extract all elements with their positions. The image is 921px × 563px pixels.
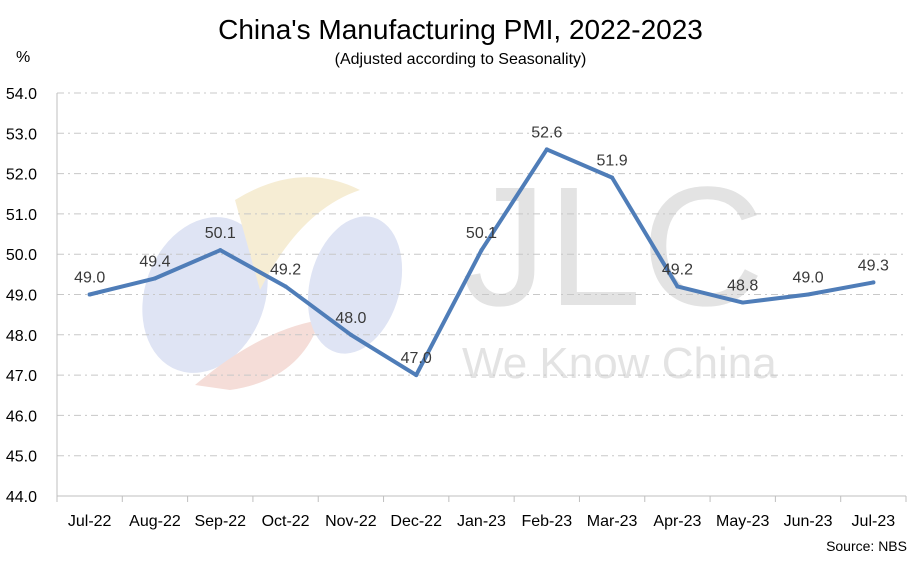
y-tick-label: 49.0 (6, 288, 37, 305)
x-tick-label: Jul-23 (852, 513, 896, 530)
x-tick-label: Nov-22 (325, 513, 377, 530)
y-tick-label: 52.0 (6, 167, 37, 184)
y-tick-label: 45.0 (6, 449, 37, 466)
x-tick-label: Dec-22 (390, 513, 442, 530)
data-label: 49.2 (662, 261, 693, 278)
y-tick-label: 53.0 (6, 126, 37, 143)
x-tick-label: Jan-23 (457, 513, 506, 530)
data-label: 51.9 (597, 153, 628, 170)
x-tick-label: Feb-23 (521, 513, 572, 530)
y-tick-label: 54.0 (6, 86, 37, 103)
watermark-jlc-text: JLC (462, 152, 764, 342)
data-point (152, 276, 157, 281)
data-label: 49.0 (74, 270, 105, 287)
watermark-logo-blue-swoosh (307, 216, 403, 354)
data-point (348, 332, 353, 337)
watermark-tagline-text: We Know China (462, 339, 777, 388)
x-tick-label: Apr-23 (653, 513, 701, 530)
data-point (414, 373, 419, 378)
source-note: Source: NBS (826, 538, 907, 554)
data-point (806, 292, 811, 297)
data-point (479, 248, 484, 253)
data-label: 50.1 (466, 225, 497, 242)
x-tick-label: Sep-22 (194, 513, 246, 530)
y-tick-label: 46.0 (6, 408, 37, 425)
y-tick-label: 44.0 (6, 489, 37, 506)
data-point (610, 175, 615, 180)
x-tick-label: Mar-23 (587, 513, 638, 530)
x-tick-label: May-23 (716, 513, 769, 530)
data-label: 48.0 (335, 310, 366, 327)
data-point (87, 292, 92, 297)
data-label: 50.1 (205, 225, 236, 242)
watermark-logo-yellow-petal (235, 177, 360, 290)
data-point (544, 147, 549, 152)
chart-title: China's Manufacturing PMI, 2022-2023 (218, 14, 703, 45)
data-label: 49.3 (858, 257, 889, 274)
data-label: 48.8 (727, 278, 758, 295)
x-tick-label: Jun-23 (784, 513, 833, 530)
y-tick-label: 47.0 (6, 368, 37, 385)
data-point (740, 300, 745, 305)
x-tick-label: Oct-22 (262, 513, 310, 530)
data-label: 49.2 (270, 261, 301, 278)
data-point (871, 280, 876, 285)
chart-subtitle: (Adjusted according to Seasonality) (334, 51, 587, 68)
data-point (218, 248, 223, 253)
y-tick-label: 51.0 (6, 207, 37, 224)
y-axis-unit: % (16, 49, 31, 66)
data-point (283, 284, 288, 289)
data-point (675, 284, 680, 289)
data-label: 49.4 (139, 253, 170, 270)
y-tick-label: 48.0 (6, 328, 37, 345)
y-tick-label: 50.0 (6, 247, 37, 264)
data-label: 52.6 (531, 124, 562, 141)
x-tick-label: Jul-22 (68, 513, 112, 530)
data-label: 47.0 (401, 350, 432, 367)
watermark-logo-red-petal (195, 320, 320, 390)
x-tick-label: Aug-22 (129, 513, 181, 530)
data-label: 49.0 (792, 270, 823, 287)
